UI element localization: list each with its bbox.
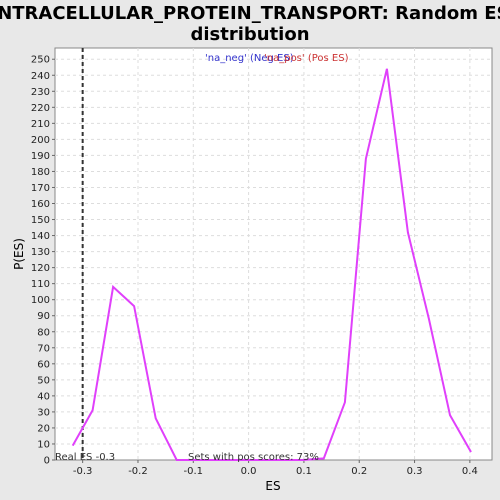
x-axis-label: ES bbox=[265, 479, 280, 493]
y-tick-label: 190 bbox=[31, 151, 50, 162]
y-tick-label: 90 bbox=[37, 311, 50, 322]
y-tick-label: 240 bbox=[31, 71, 50, 82]
legend-entry-pos: 'na_pos' (Pos ES) bbox=[264, 53, 349, 64]
plot-area bbox=[54, 47, 493, 461]
y-tick-label: 120 bbox=[31, 263, 50, 274]
y-tick-label: 220 bbox=[31, 103, 50, 114]
x-tick-label: -0.3 bbox=[73, 466, 93, 477]
y-tick-label: 130 bbox=[31, 247, 50, 258]
legend: 'na_neg' (Neg ES) 'na_pos' (Pos ES) bbox=[205, 53, 349, 64]
legend-entry-neg: 'na_neg' (Neg ES) bbox=[205, 53, 294, 64]
real-es-annotation: Real ES -0.3 bbox=[55, 452, 115, 463]
x-tick-label: 0.3 bbox=[407, 466, 423, 477]
y-tick-label: 30 bbox=[37, 407, 50, 418]
grid-lines bbox=[55, 48, 492, 460]
y-tick-label: 110 bbox=[31, 279, 50, 290]
y-tick-label: 10 bbox=[37, 439, 50, 450]
y-tick-label: 140 bbox=[31, 231, 50, 242]
y-tick-label: 150 bbox=[31, 215, 50, 226]
x-tick-label: -0.2 bbox=[128, 466, 148, 477]
y-tick-label: 100 bbox=[31, 295, 50, 306]
y-tick-label: 80 bbox=[37, 327, 50, 338]
y-tick-label: 250 bbox=[31, 55, 50, 66]
y-axis-ticks: 0 10 20 30 40 50 60 70 80 90 100 110 120 130 140 150 160… bbox=[31, 55, 55, 467]
y-tick-label: 160 bbox=[31, 199, 50, 210]
x-tick-label: 0.1 bbox=[296, 466, 312, 477]
series-line bbox=[71, 68, 472, 461]
y-tick-label: 170 bbox=[31, 183, 50, 194]
x-tick-label: 0.4 bbox=[462, 466, 478, 477]
x-axis-ticks: -0.3 -0.2 -0.1 0.0 0.1 0.2 0.3 0.4 bbox=[73, 460, 478, 477]
y-tick-label: 20 bbox=[37, 423, 50, 434]
x-tick-label: 0.2 bbox=[351, 466, 367, 477]
y-tick-label: 230 bbox=[31, 87, 50, 98]
y-axis-label: P(ES) bbox=[12, 238, 26, 270]
chart-title-line2: distribution bbox=[190, 24, 309, 45]
y-tick-label: 180 bbox=[31, 167, 50, 178]
y-tick-label: 0 bbox=[44, 456, 50, 467]
y-tick-label: 200 bbox=[31, 135, 50, 146]
x-tick-label: -0.1 bbox=[184, 466, 204, 477]
x-tick-label: 0.0 bbox=[241, 466, 257, 477]
pos-scores-annotation: Sets with pos scores: 73% bbox=[188, 452, 319, 463]
y-tick-label: 210 bbox=[31, 119, 50, 130]
y-tick-label: 70 bbox=[37, 343, 50, 354]
y-tick-label: 40 bbox=[37, 391, 50, 402]
y-tick-label: 60 bbox=[37, 359, 50, 370]
chart-title-line1: INTRACELLULAR_PROTEIN_TRANSPORT: Random … bbox=[0, 3, 500, 24]
y-tick-label: 50 bbox=[37, 375, 50, 386]
